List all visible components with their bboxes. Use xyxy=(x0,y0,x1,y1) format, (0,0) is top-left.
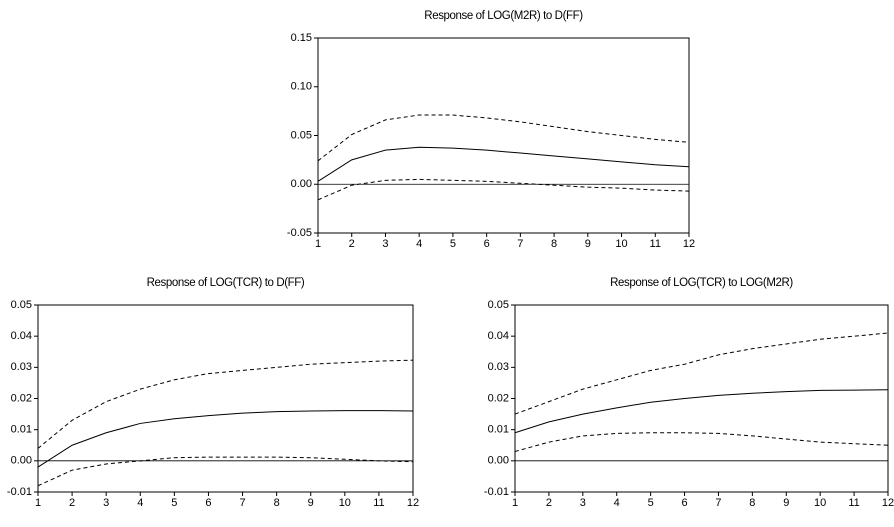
x-tick-label: 6 xyxy=(484,238,490,250)
y-tick-label: 0.00 xyxy=(488,455,509,467)
response-line xyxy=(514,389,889,434)
x-tick-label: 10 xyxy=(615,238,627,250)
x-tick-label: 11 xyxy=(373,497,384,509)
y-tick-label: 0.00 xyxy=(291,178,312,190)
y-tick-label: 0.02 xyxy=(488,392,509,404)
response-line xyxy=(37,410,414,468)
x-tick-label: 12 xyxy=(407,497,419,509)
x-tick-label: 8 xyxy=(749,497,755,509)
response-line xyxy=(514,332,889,415)
x-tick-label: 4 xyxy=(416,238,422,250)
y-tick-label: 0.01 xyxy=(488,424,509,436)
x-tick-label: 6 xyxy=(205,497,211,509)
chart-title: Response of LOG(TCR) to LOG(M2R) xyxy=(610,277,793,289)
response-line xyxy=(37,359,414,449)
plot-frame xyxy=(514,304,889,493)
x-tick-label: 5 xyxy=(450,238,456,250)
x-tick-label: 9 xyxy=(783,497,789,509)
y-tick-label: 0.04 xyxy=(11,330,32,342)
x-tick-label: 1 xyxy=(315,238,321,250)
x-tick-label: 3 xyxy=(580,497,586,509)
y-tick-label: 0.04 xyxy=(488,330,509,342)
x-tick-label: 4 xyxy=(614,497,620,509)
chart-title: Response of LOG(M2R) to D(FF) xyxy=(424,10,583,22)
y-tick-label: 0.03 xyxy=(488,361,509,373)
y-tick-label: 0.05 xyxy=(488,299,509,311)
response-line xyxy=(317,146,690,182)
y-tick-label: 0.05 xyxy=(11,299,32,311)
plot-frame xyxy=(317,37,690,234)
y-tick-label: -0.01 xyxy=(484,486,509,498)
x-tick-label: 5 xyxy=(648,497,654,509)
x-tick-label: 7 xyxy=(239,497,245,509)
x-tick-label: 7 xyxy=(715,497,721,509)
x-tick-label: 5 xyxy=(171,497,177,509)
x-tick-label: 9 xyxy=(308,497,314,509)
x-tick-label: 11 xyxy=(848,497,859,509)
y-tick-label: 0.05 xyxy=(291,129,312,141)
y-tick-label: 0.02 xyxy=(11,392,32,404)
chart-title: Response of LOG(TCR) to D(FF) xyxy=(147,277,305,289)
response-line xyxy=(37,456,414,487)
y-tick-label: 0.01 xyxy=(11,424,32,436)
x-tick-label: 12 xyxy=(882,497,894,509)
x-tick-label: 6 xyxy=(681,497,687,509)
plot-frame xyxy=(37,304,414,493)
y-tick-label: 0.15 xyxy=(291,32,312,44)
y-tick-label: -0.01 xyxy=(7,486,32,498)
x-tick-label: 10 xyxy=(814,497,826,509)
x-tick-label: 2 xyxy=(69,497,75,509)
y-tick-label: 0.00 xyxy=(11,455,32,467)
response-line xyxy=(317,114,690,162)
y-tick-label: 0.10 xyxy=(291,81,312,93)
response-line xyxy=(317,178,690,201)
response-line xyxy=(514,432,889,452)
x-tick-label: 11 xyxy=(650,238,661,250)
x-tick-label: 2 xyxy=(546,497,552,509)
x-tick-label: 4 xyxy=(137,497,143,509)
x-tick-label: 1 xyxy=(35,497,41,509)
x-tick-label: 9 xyxy=(585,238,591,250)
x-tick-label: 7 xyxy=(517,238,523,250)
x-tick-label: 2 xyxy=(349,238,355,250)
x-tick-label: 12 xyxy=(683,238,695,250)
x-tick-label: 3 xyxy=(382,238,388,250)
y-tick-label: -0.05 xyxy=(287,227,312,239)
x-tick-label: 3 xyxy=(103,497,109,509)
x-tick-label: 1 xyxy=(512,497,518,509)
x-tick-label: 10 xyxy=(339,497,351,509)
y-tick-label: 0.03 xyxy=(11,361,32,373)
x-tick-label: 8 xyxy=(551,238,557,250)
x-tick-label: 8 xyxy=(274,497,280,509)
